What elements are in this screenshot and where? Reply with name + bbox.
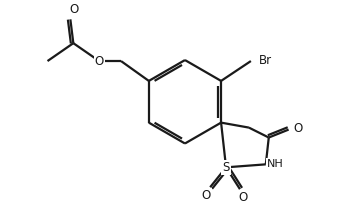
Text: O: O [95,55,104,68]
Text: O: O [70,3,79,16]
Text: S: S [222,161,230,174]
Text: O: O [238,191,248,204]
Text: NH: NH [267,159,284,169]
Text: O: O [294,122,303,135]
Text: O: O [202,189,211,202]
Text: Br: Br [259,54,272,67]
